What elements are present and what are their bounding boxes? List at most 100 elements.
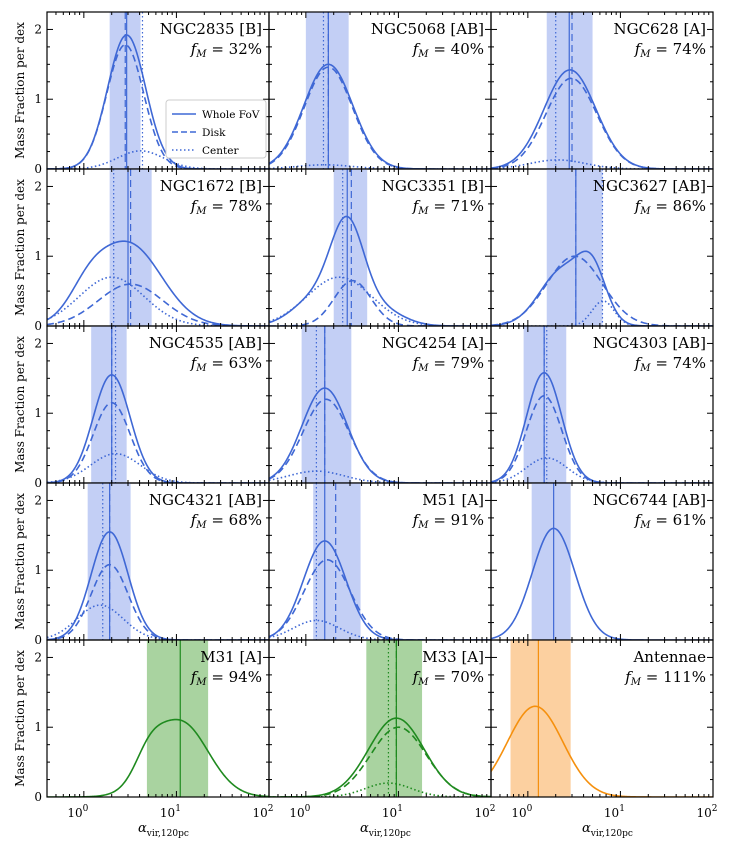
- series-disk-line: [269, 398, 491, 483]
- mass-fraction-label: fM = 63%: [190, 354, 262, 374]
- series-disk-line: [269, 66, 491, 169]
- mass-fraction-label: fM = 78%: [190, 197, 262, 217]
- y-tick-label: 0: [34, 790, 42, 804]
- y-axis-title: Mass Fraction per dex: [13, 22, 27, 159]
- y-tick-label: 2: [34, 650, 42, 664]
- y-tick-label: 0: [34, 476, 42, 490]
- y-tick-label: 1: [34, 406, 42, 420]
- series-whole-line: [47, 34, 269, 169]
- mass-fraction-label: fM = 68%: [190, 511, 262, 531]
- range-band: [146, 640, 209, 797]
- panel-5: [268, 168, 492, 327]
- range-band: [301, 326, 352, 483]
- legend-label: Center: [202, 145, 239, 157]
- panel-title: M51 [A]: [422, 491, 484, 509]
- series-disk-line: [269, 279, 491, 326]
- x-axis-title: αvir,120pc: [582, 821, 633, 839]
- mass-fraction-label: fM = 70%: [412, 668, 484, 688]
- y-tick-label: 2: [34, 22, 42, 36]
- y-axis-title: Mass Fraction per dex: [13, 493, 27, 630]
- panel-frame: [490, 639, 714, 798]
- mass-fraction-label: fM = 91%: [412, 511, 484, 531]
- series-whole-line: [491, 250, 713, 326]
- series-whole-line: [47, 531, 269, 640]
- mass-fraction-label: fM = 40%: [412, 40, 484, 60]
- series-center-line: [491, 159, 713, 169]
- panel-3: [490, 11, 714, 170]
- mass-fraction-label: fM = 111%: [624, 668, 706, 688]
- y-tick-label: 2: [34, 179, 42, 193]
- series-center-line: [269, 619, 491, 640]
- panel-title: NGC4535 [AB]: [149, 334, 262, 352]
- series-whole-line: [269, 540, 491, 640]
- y-tick-label: 0: [34, 633, 42, 647]
- panel-7: [46, 325, 270, 484]
- panel-title: NGC2835 [B]: [160, 20, 262, 38]
- x-axis-title: αvir,120pc: [360, 821, 411, 839]
- x-axis-title: αvir,120pc: [138, 821, 189, 839]
- series-center-line: [269, 276, 491, 326]
- series-disk-line: [47, 563, 269, 640]
- panel-title: NGC4254 [A]: [382, 334, 484, 352]
- x-tick-label: 101: [382, 804, 403, 820]
- y-axis-title: Mass Fraction per dex: [13, 650, 27, 787]
- mass-fraction-label: fM = 74%: [634, 40, 706, 60]
- x-tick-label: 101: [160, 804, 181, 820]
- legend-label: Whole FoV: [202, 109, 260, 121]
- range-band: [546, 169, 603, 326]
- mass-fraction-label: fM = 79%: [412, 354, 484, 374]
- panel-title: NGC3627 [AB]: [593, 177, 706, 195]
- panel-title: M33 [A]: [422, 648, 484, 666]
- mass-fraction-label: fM = 61%: [634, 511, 706, 531]
- mass-fraction-label: fM = 74%: [634, 354, 706, 374]
- series-disk-line: [269, 558, 491, 640]
- series-whole-line: [47, 374, 269, 483]
- series-center-line: [269, 470, 491, 483]
- panel-title: NGC3351 [B]: [382, 177, 484, 195]
- y-axis-title: Mass Fraction per dex: [13, 179, 27, 316]
- panel-title: NGC1672 [B]: [160, 177, 262, 195]
- panel-8: [268, 325, 492, 484]
- panel-title: NGC5068 [AB]: [371, 20, 484, 38]
- panel-11: [268, 482, 492, 641]
- x-tick-label: 102: [252, 804, 273, 820]
- series-center-line: [47, 276, 269, 326]
- panel-9: [490, 325, 714, 484]
- y-tick-label: 1: [34, 720, 42, 734]
- series-center-line: [491, 300, 713, 326]
- series-disk-line: [491, 394, 713, 483]
- y-tick-label: 1: [34, 92, 42, 106]
- mass-fraction-label: fM = 86%: [634, 197, 706, 217]
- mass-fraction-label: fM = 94%: [190, 668, 262, 688]
- series-center-line: [47, 604, 269, 640]
- series-disk-line: [47, 44, 269, 169]
- range-band: [531, 483, 571, 640]
- series-whole-line: [491, 69, 713, 169]
- panel-title: NGC4321 [AB]: [149, 491, 262, 509]
- series-whole-line: [269, 63, 491, 169]
- panel-title: NGC6744 [AB]: [593, 491, 706, 509]
- x-tick-label: 101: [604, 804, 625, 820]
- legend: Whole FoV Disk Center: [165, 99, 267, 159]
- y-tick-label: 0: [34, 319, 42, 333]
- x-tick-label: 100: [511, 804, 532, 820]
- panel-title: M31 [A]: [200, 648, 262, 666]
- x-tick-label: 100: [289, 804, 310, 820]
- panel-title: NGC628 [A]: [613, 20, 706, 38]
- y-tick-label: 1: [34, 563, 42, 577]
- series-whole-line: [491, 705, 713, 797]
- x-tick-label: 102: [696, 804, 717, 820]
- series-center-line: [47, 452, 269, 483]
- panel-14: [268, 639, 492, 798]
- panel-12: [490, 482, 714, 641]
- range-band: [305, 12, 349, 169]
- panel-1: Whole FoV Disk Center: [46, 11, 270, 170]
- legend-label: Disk: [202, 127, 226, 139]
- mass-fraction-label: fM = 32%: [190, 40, 262, 60]
- series-disk-line: [47, 401, 269, 483]
- series-center-line: [269, 164, 491, 169]
- y-axis-title: Mass Fraction per dex: [13, 336, 27, 473]
- series-center-line: [491, 457, 713, 483]
- mass-fraction-label: fM = 71%: [412, 197, 484, 217]
